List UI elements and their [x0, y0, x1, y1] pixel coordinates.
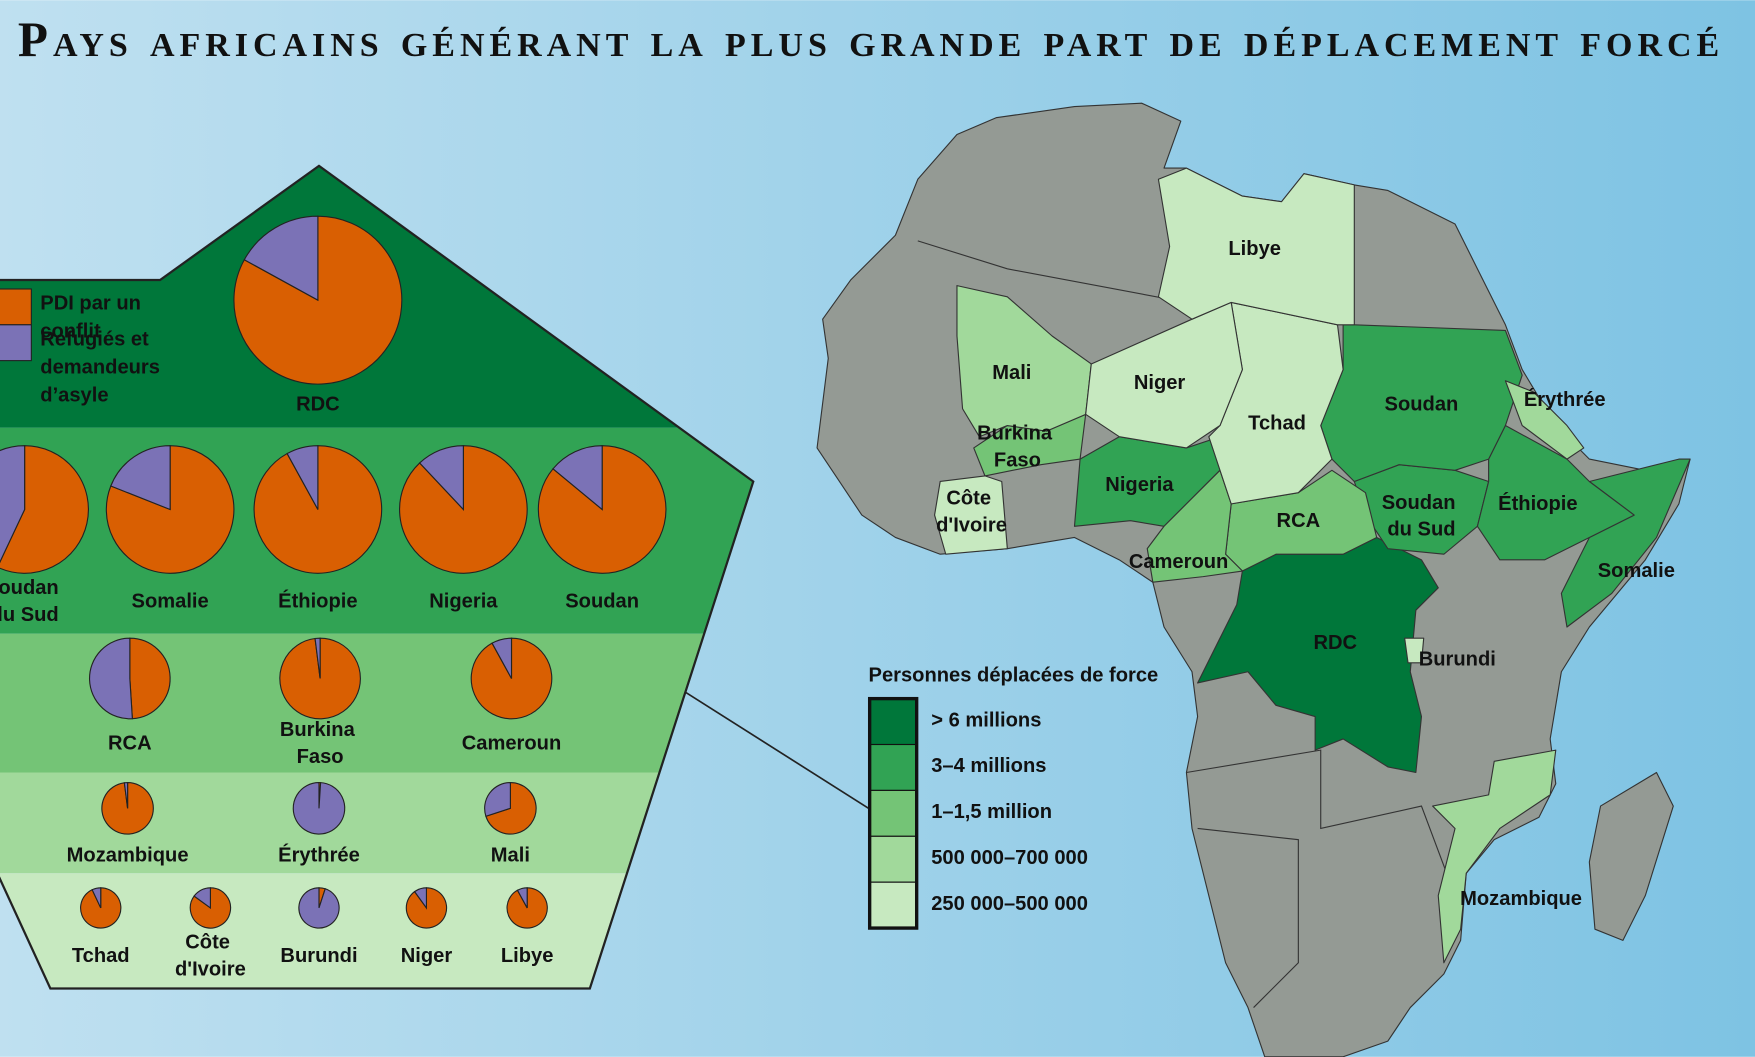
- legend-label: > 6 millions: [931, 709, 1041, 731]
- pie-label: RDC: [296, 394, 340, 416]
- country-label: Niger: [1134, 372, 1186, 394]
- country-shape: [1504, 380, 1585, 460]
- legend-swatch: [0, 288, 32, 326]
- pie-wedge: [286, 445, 319, 510]
- pie-wedge: [298, 887, 340, 929]
- country-label: Soudan du Sud: [1382, 492, 1461, 541]
- pie-label: Libye: [501, 945, 554, 967]
- border: [917, 240, 1187, 303]
- pie-label: Soudan: [565, 591, 639, 613]
- country-shape: [1476, 424, 1635, 561]
- pie-label: Mali: [491, 845, 530, 867]
- pie-label: Cameroun: [462, 733, 562, 755]
- legend-label: 500 000–700 000: [931, 847, 1088, 869]
- country-label: Tchad: [1248, 413, 1306, 435]
- country-label: Nigeria: [1105, 474, 1174, 496]
- country-label: RDC: [1313, 632, 1357, 654]
- country-label: Côte d'Ivoire: [936, 488, 1007, 537]
- pie-wedge: [292, 782, 346, 835]
- pie-wedge: [506, 887, 548, 929]
- madagascar: [1588, 771, 1674, 941]
- legend-swatch: [869, 881, 918, 929]
- pie-label: Mozambique: [67, 845, 189, 867]
- border: [1197, 827, 1299, 1008]
- country-label: Éthiopie: [1498, 492, 1577, 515]
- country-label: Soudan: [1385, 394, 1459, 416]
- legend-label: PDI par un conflit: [40, 293, 146, 343]
- map-legend: Personnes déplacées de force > 6 million…: [867, 665, 1159, 930]
- pie-label: Niger: [401, 945, 453, 967]
- pie-label: Soudan du Sud: [0, 577, 64, 626]
- pie-wedge: [418, 445, 464, 511]
- pie-wedge: [413, 887, 427, 910]
- legend-swatch: [0, 324, 32, 362]
- pie-label: Tchad: [72, 945, 130, 967]
- legend-swatch: [869, 743, 918, 791]
- border: [1186, 749, 1456, 896]
- pie-wedge: [91, 887, 102, 909]
- pie-wedge: [552, 445, 603, 511]
- country-shape: [1146, 469, 1243, 583]
- pie-wedge: [123, 782, 129, 809]
- connector-line: [684, 691, 869, 810]
- legend-swatch: [869, 789, 918, 837]
- country-label: Burundi: [1419, 649, 1496, 671]
- country-label: Libye: [1228, 238, 1281, 260]
- country-label: Cameroun: [1129, 552, 1229, 574]
- legend-label: 3–4 millions: [931, 755, 1046, 777]
- panel-outline: [0, 164, 755, 990]
- country-shape: [1157, 167, 1355, 326]
- pie-wedge: [491, 637, 513, 679]
- country-shape: [1432, 749, 1557, 964]
- map: RDC Soudan du Sud Somalie Éthiopie Nigeria So…: [816, 102, 1691, 1057]
- country-label: RCA: [1277, 510, 1321, 532]
- legend-label: 250 000–500 000: [931, 893, 1088, 915]
- pie-wedge: [0, 445, 26, 568]
- legend-label: Refugiés et demandeurs d’asyle: [40, 329, 165, 407]
- pie-wedge: [0, 445, 89, 574]
- pie-label: RCA: [108, 733, 152, 755]
- pie-wedge: [243, 215, 319, 302]
- pie-label: Somalie: [132, 591, 209, 613]
- legend-swatch: [869, 698, 918, 746]
- pie-label: Érythrée: [278, 844, 360, 867]
- title: Pays africains générant la plus grande p…: [18, 12, 1719, 67]
- country-shape: [934, 475, 1008, 555]
- legend-title: Personnes déplacées de force: [869, 665, 1159, 687]
- pie-wedge: [314, 637, 321, 679]
- country-label: Mali: [992, 362, 1031, 384]
- pie-label: Nigeria: [429, 591, 498, 613]
- country-shape: [1404, 637, 1425, 664]
- pie-label: Éthiopie: [278, 590, 357, 613]
- pie-wedge: [193, 887, 211, 910]
- pie-wedge: [129, 637, 171, 720]
- country-label: Mozambique: [1460, 888, 1582, 910]
- pie-wedge: [484, 782, 511, 817]
- pie-wedge: [89, 637, 133, 720]
- pie-wedge: [485, 782, 537, 835]
- pie-label: Côte d'Ivoire: [175, 932, 246, 981]
- legend-frame: [867, 696, 919, 930]
- pie-label: Burkina Faso: [280, 719, 361, 768]
- country-label: Somalie: [1598, 560, 1675, 582]
- pie-wedge: [110, 445, 171, 511]
- country-label: Érythrée: [1524, 388, 1606, 411]
- country-label: Burkina Faso: [977, 423, 1058, 472]
- legend-label: 1–1,5 million: [931, 801, 1052, 823]
- country-shape: [956, 285, 1092, 438]
- pie-wedge: [516, 887, 528, 909]
- legend-swatch: [869, 835, 918, 883]
- pie-label: Burundi: [280, 945, 357, 967]
